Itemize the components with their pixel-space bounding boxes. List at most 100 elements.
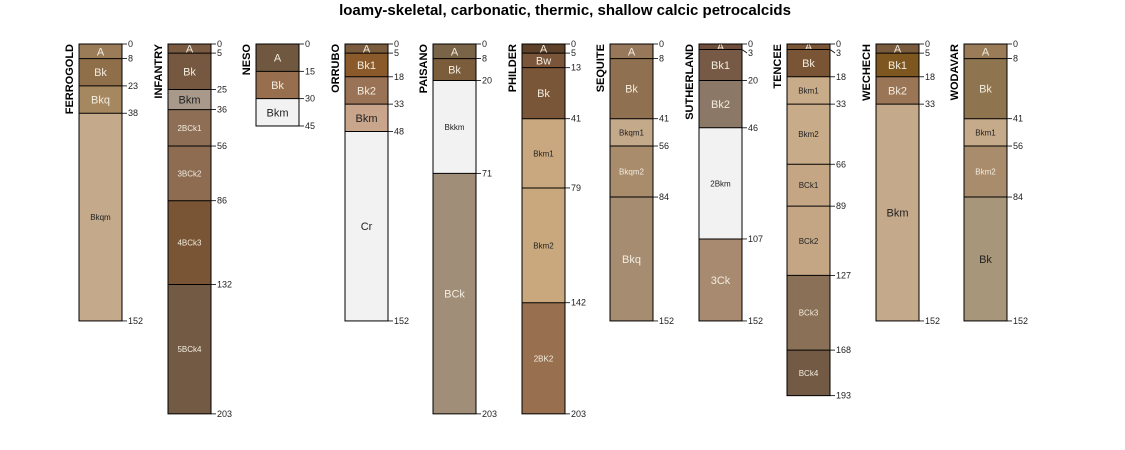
depth-label: 18 [836,72,846,82]
horizon-label: A [274,53,282,65]
profile-name: SUTHERLAND [684,44,696,120]
horizon-label: 2Bkm [710,179,731,188]
horizon-label: Bk2 [888,85,907,97]
depth-label: 33 [836,99,846,109]
horizon-label: Bkm [267,107,289,119]
horizon-bk [168,53,211,90]
horizon-label: 5BCk4 [177,345,202,354]
depth-label: 33 [394,99,404,109]
depth-label: 46 [748,123,758,133]
horizon-label: Bw [536,55,551,67]
depth-label: 84 [1013,192,1023,202]
horizon-a [345,44,388,54]
horizon-a [433,44,476,59]
horizon-label: Bkqm2 [619,168,644,177]
depth-label: 132 [217,280,232,290]
profile-outline [78,43,123,322]
horizon-a [876,44,919,54]
depth-label: 152 [659,316,674,326]
profile-name: NESO [241,44,253,76]
horizon-bk1 [876,53,919,77]
depth-label: 23 [128,81,138,91]
horizon-label: Bkm2 [975,168,996,177]
horizon-label: Bk [448,65,461,77]
horizon-label: Bk [802,58,815,70]
horizon-label: 3BCk2 [177,169,202,178]
profile-outline [521,43,566,415]
horizon-a [699,44,742,50]
horizon-bkm [345,104,388,132]
depth-label: 41 [659,114,669,124]
horizon-label: BCk3 [799,309,819,318]
depth-label: 168 [836,345,851,355]
horizon-label: BCk [444,289,465,301]
profile-outline [432,43,477,415]
horizon-bk1 [699,49,742,81]
depth-label: 8 [1013,54,1018,64]
depth-label: 56 [1013,141,1023,151]
horizon-label: Bk [979,84,992,96]
profile-outline [786,43,831,397]
horizon-label: Bkm1 [533,149,554,158]
depth-label: 86 [217,196,227,206]
horizon-bkqm2 [610,146,653,198]
depth-label: 0 [748,39,753,49]
horizon-a [168,44,211,54]
horizon-bkm [256,98,299,126]
horizon-bk [610,58,653,119]
profile-name: WECHECH [861,44,873,101]
horizon-label: Bk [979,254,992,266]
horizon-label: Bkq [91,95,110,107]
horizon-label: Bk2 [711,99,730,111]
depth-label: 18 [925,72,935,82]
depth-label: 203 [482,409,497,419]
depth-label: 0 [394,39,399,49]
depth-label: 5 [394,48,399,58]
horizon-bkm2 [964,146,1007,198]
horizon-cr [345,131,388,321]
depth-label: 8 [659,54,664,64]
depth-label: 48 [394,126,404,136]
depth-tick [741,49,748,54]
depth-label: 18 [394,72,404,82]
horizon-bck [433,173,476,414]
depth-label: 56 [659,141,669,151]
horizon-label: Bk [271,80,284,92]
horizon-bck3 [787,275,830,351]
horizon-label: Cr [361,221,373,233]
profile-outline [609,43,654,322]
horizon-label: Bk [183,66,196,78]
horizon-label: 2BCk1 [177,124,202,133]
horizon-label: A [805,42,813,54]
horizon-bk [964,58,1007,119]
horizon-label: Bk [625,84,638,96]
horizon-bkkm [433,80,476,174]
horizon-label: Bkkm [445,123,465,132]
depth-label: 13 [571,63,581,73]
depth-label: 5 [571,48,576,58]
horizon-label: Bk1 [888,60,907,72]
horizon-a [964,44,1007,59]
horizon-label: BCk1 [799,181,819,190]
profile-name: ORRUBO [330,44,342,93]
depth-label: 3 [748,48,753,58]
depth-label: 5 [925,48,930,58]
horizon-label: A [717,42,725,54]
depth-label: 152 [1013,316,1028,326]
depth-label: 84 [659,192,669,202]
depth-label: 36 [217,105,227,115]
horizon-label: 4BCk3 [177,239,202,248]
depth-label: 0 [217,39,222,49]
depth-label: 71 [482,168,492,178]
horizon-bck2 [787,206,830,276]
horizon-label: Bkm [887,208,909,220]
horizon-label: Bkqm [90,213,111,222]
horizon-bkm2 [522,187,565,303]
horizon-4bck3 [168,200,211,285]
depth-label: 203 [571,409,586,419]
horizon-bkm1 [787,76,830,105]
depth-label: 0 [659,39,664,49]
depth-label: 8 [128,54,133,64]
horizon-label: Bk2 [357,85,376,97]
depth-label: 107 [748,234,763,244]
